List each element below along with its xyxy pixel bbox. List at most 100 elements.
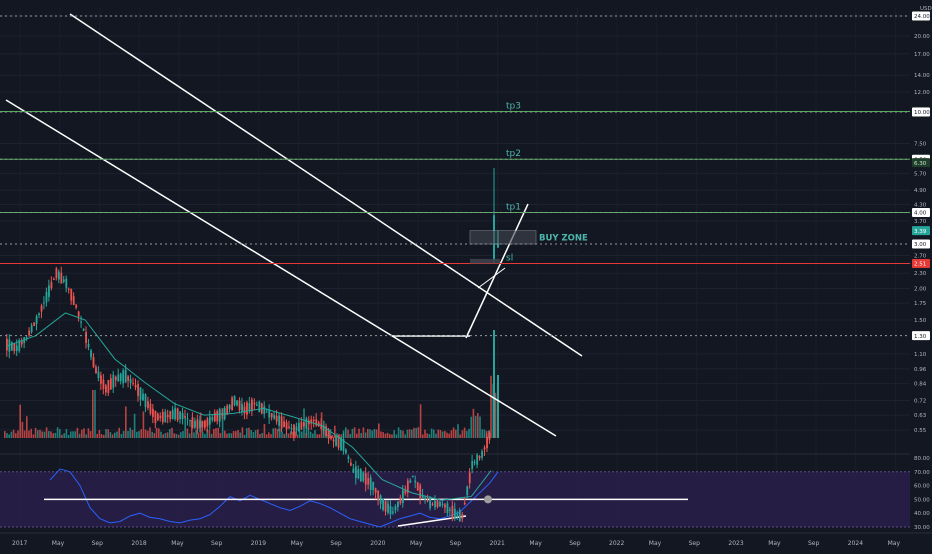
volume-bar xyxy=(210,433,213,438)
candle xyxy=(184,416,186,418)
candle xyxy=(468,472,471,484)
candle xyxy=(134,384,137,388)
volume-bar xyxy=(28,430,30,438)
candle xyxy=(300,421,303,430)
candle xyxy=(335,437,337,446)
candle xyxy=(273,415,276,419)
volume-bar xyxy=(136,431,138,438)
time-tick: May xyxy=(410,540,423,547)
volume-bar xyxy=(230,433,233,438)
candle xyxy=(369,477,372,491)
candle xyxy=(246,402,248,415)
candle xyxy=(280,416,283,429)
volume-bar xyxy=(433,429,435,438)
price-tick: 0.96 xyxy=(914,367,927,373)
volume-bar xyxy=(411,429,413,438)
time-tick: 2023 xyxy=(728,540,743,547)
buy-zone-rect[interactable] xyxy=(469,230,537,245)
volume-bar xyxy=(261,432,263,438)
candle xyxy=(320,423,323,429)
candle xyxy=(374,488,377,493)
candle xyxy=(283,421,285,428)
volume-bar xyxy=(122,431,125,438)
volume-bar xyxy=(204,434,206,438)
price-badge xyxy=(912,226,930,236)
price-badge xyxy=(912,259,930,269)
breakout-trendline[interactable] xyxy=(465,203,529,339)
time-tick: Sep xyxy=(211,540,223,547)
volume-bar xyxy=(375,429,378,438)
volume-bar xyxy=(213,428,215,438)
candle xyxy=(137,383,139,396)
volume-bar xyxy=(111,434,114,438)
volume-bar xyxy=(147,430,149,438)
candle xyxy=(40,305,43,312)
volume-bar xyxy=(347,429,349,438)
candle xyxy=(337,437,340,448)
candle xyxy=(431,503,434,505)
volume-bar xyxy=(287,433,290,438)
volume-bar xyxy=(158,428,160,438)
volume-bar xyxy=(331,434,334,438)
volume-bar xyxy=(72,431,74,438)
candle xyxy=(402,490,404,503)
volume-bar xyxy=(98,430,101,438)
candle xyxy=(288,426,290,428)
volume-bar xyxy=(30,428,32,438)
candle xyxy=(312,419,315,422)
time-tick: 2019 xyxy=(251,540,266,547)
candle xyxy=(434,500,436,508)
candle xyxy=(70,289,73,301)
volume-bar xyxy=(239,432,241,438)
volume-bar xyxy=(197,432,200,438)
price-tick: 5.70 xyxy=(914,172,927,178)
entry-zone-rect[interactable] xyxy=(470,258,500,264)
candle xyxy=(340,437,342,451)
candle xyxy=(471,461,474,469)
volume-bar xyxy=(474,415,477,438)
candle xyxy=(295,426,298,431)
candle xyxy=(112,374,115,388)
candle xyxy=(444,504,446,508)
channel-upper-line[interactable] xyxy=(69,13,583,357)
channel-lower-line[interactable] xyxy=(5,99,557,437)
volume-bar xyxy=(422,434,424,438)
volume-bar xyxy=(424,429,426,438)
candle xyxy=(72,296,75,305)
candle xyxy=(478,456,481,459)
time-tick: 2024 xyxy=(848,540,863,547)
candle xyxy=(53,278,55,280)
time-tick: May xyxy=(171,540,184,547)
candle xyxy=(397,501,399,508)
volume-bar xyxy=(441,431,444,438)
retest-line[interactable] xyxy=(477,267,506,289)
candle xyxy=(45,292,48,303)
volume-bar xyxy=(296,434,299,438)
candle xyxy=(226,405,229,415)
candle xyxy=(243,406,246,414)
volume-bar xyxy=(186,428,189,438)
volume-bar xyxy=(305,433,307,438)
candle xyxy=(327,429,330,439)
candle xyxy=(392,511,394,513)
rsi-marker xyxy=(484,495,492,504)
volume-bar xyxy=(116,431,118,438)
candle xyxy=(105,385,107,393)
volume-bar xyxy=(160,431,162,438)
candle xyxy=(90,350,92,358)
candle xyxy=(404,489,407,494)
price-badge-label: 4.00 xyxy=(914,211,927,217)
volume-bar xyxy=(129,427,131,438)
volume-bar xyxy=(193,432,195,438)
candle xyxy=(35,316,38,324)
volume-bar xyxy=(452,427,455,438)
price-tick: 3.70 xyxy=(914,219,927,225)
volume-bar xyxy=(118,427,120,438)
volume-bar xyxy=(8,434,10,438)
volume-bar xyxy=(188,433,191,438)
candle xyxy=(50,282,53,289)
candle xyxy=(253,402,256,405)
candle xyxy=(114,376,117,381)
